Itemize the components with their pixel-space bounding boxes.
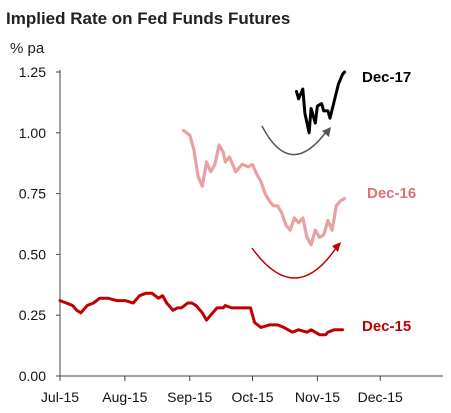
y-tick-label: 1.00 [19, 125, 46, 141]
arrow-dec-17-head [322, 127, 331, 137]
x-tick-label: Oct-15 [232, 389, 274, 405]
y-tick-label: 0.75 [19, 186, 46, 202]
series-group [58, 70, 347, 337]
series-line-dec-16 [181, 128, 347, 247]
x-tick-label: Aug-15 [102, 389, 147, 405]
series-label-dec-16: Dec-16 [367, 185, 416, 202]
chart-title: Implied Rate on Fed Funds Futures [6, 9, 290, 28]
series-line-dec-15 [58, 291, 344, 337]
arrow-dec-16-head [332, 242, 341, 252]
x-tick-label: Nov-15 [295, 389, 340, 405]
annotations [251, 125, 341, 279]
arrow-dec-16 [251, 247, 337, 279]
series-label-dec-17: Dec-17 [362, 69, 411, 86]
series-line-dec-17 [295, 70, 347, 135]
x-tick-label: Dec-15 [358, 389, 403, 405]
y-tick-label: 0.25 [19, 307, 46, 323]
x-tick-label: Jul-15 [41, 389, 79, 405]
series-label-dec-15: Dec-15 [362, 318, 411, 335]
y-tick-label: 0.50 [19, 246, 46, 262]
series-labels: Dec-15 Dec-16 Dec-17 [362, 69, 416, 335]
arrow-dec-17 [261, 125, 327, 156]
y-axis-unit-label: % pa [10, 40, 45, 57]
y-tick-label: 1.25 [19, 64, 46, 80]
y-tick-label: 0.00 [19, 368, 46, 384]
axes: 0.00 0.25 0.50 0.75 1.00 1.25 Jul-15 Aug-15 Sep-… [19, 64, 443, 405]
x-tick-label: Sep-15 [167, 389, 212, 405]
